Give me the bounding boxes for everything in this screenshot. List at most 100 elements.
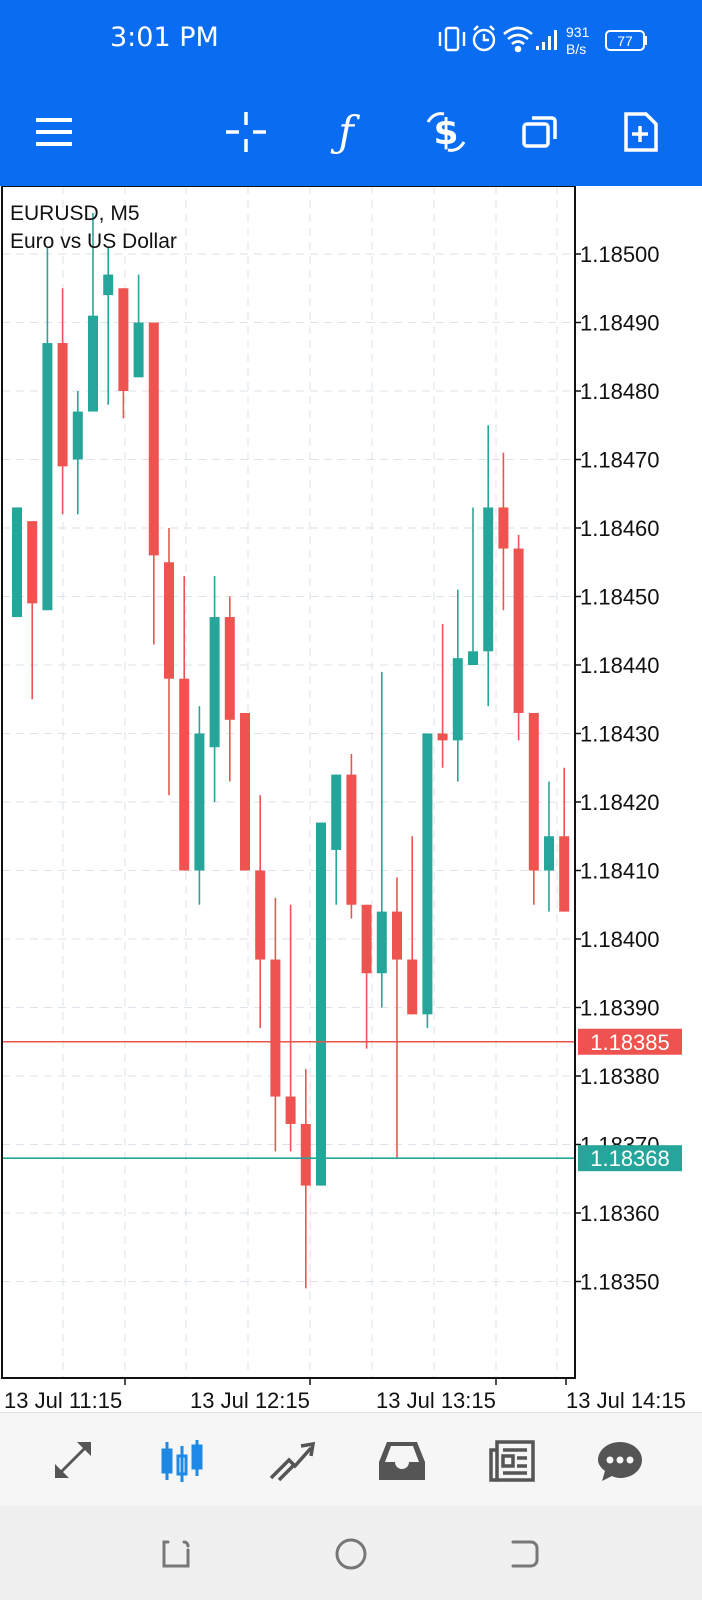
ask-price-badge — [578, 1145, 682, 1172]
price-tick-label: 1.18500 — [580, 242, 660, 267]
candle — [300, 1069, 311, 1289]
candle-body — [270, 959, 281, 1097]
candle-body — [27, 521, 38, 604]
candle-body — [224, 617, 235, 720]
candle-body — [331, 774, 342, 850]
messages-icon — [598, 1442, 642, 1481]
time-tick-label: 13 Jul 12:15 — [190, 1388, 310, 1412]
candle — [437, 623, 448, 768]
nav-news[interactable] — [482, 1431, 542, 1491]
windows-button[interactable] — [510, 102, 570, 162]
bottom-nav — [0, 1412, 702, 1506]
candle-body — [544, 836, 554, 871]
candle-body — [361, 904, 372, 974]
candle-body — [376, 911, 387, 974]
menu-button[interactable] — [24, 102, 84, 162]
candle — [285, 904, 296, 1152]
candle — [209, 575, 220, 802]
home-button[interactable] — [329, 1532, 373, 1576]
candle — [468, 507, 478, 665]
history-icon — [379, 1442, 425, 1480]
candle-body — [468, 651, 478, 665]
crosshair-button[interactable] — [216, 102, 276, 162]
candlestick-chart[interactable]: 1.18500 1.18490 1.18480 1.18470 1.18460 1.184… — [0, 186, 702, 1412]
candle — [148, 322, 159, 645]
vibrate-icon — [438, 26, 466, 52]
back-icon — [511, 1540, 539, 1568]
indicators-icon: ƒ — [330, 110, 360, 154]
recents-icon — [162, 1540, 190, 1568]
candle-body — [498, 507, 509, 549]
candle-body — [285, 1096, 296, 1124]
new-order-button[interactable] — [610, 102, 670, 162]
candle-body — [118, 288, 129, 391]
candle — [88, 212, 98, 412]
candle-body — [103, 274, 114, 296]
candle-body — [452, 658, 463, 741]
time-tick-label: 13 Jul 14:15 — [566, 1388, 686, 1412]
trade-button[interactable]: $ — [416, 102, 476, 162]
candle-body — [133, 322, 144, 378]
candle-body — [528, 712, 539, 871]
battery-icon: 77 — [605, 30, 647, 51]
candle-body — [483, 507, 494, 652]
chart-area[interactable]: 1.18500 1.18490 1.18480 1.18470 1.18460 1.184… — [0, 186, 702, 1412]
price-tick-label: 1.18440 — [580, 653, 660, 678]
chart-frame — [1, 186, 576, 1379]
symbol-title: EURUSD, M5 Euro vs US Dollar — [10, 200, 177, 256]
candle — [42, 247, 53, 611]
candle-body — [559, 836, 570, 912]
candle — [27, 521, 38, 700]
candle-body — [72, 411, 83, 460]
trade-icon: $ — [426, 112, 466, 153]
price-axis: 1.18500 1.18490 1.18480 1.18470 1.18460 1.184… — [575, 242, 682, 1295]
candle-body — [148, 322, 159, 556]
home-icon — [335, 1538, 367, 1570]
candle-body — [407, 959, 418, 1015]
candle — [422, 733, 433, 1029]
candle-body — [164, 562, 174, 679]
status-time: 3:01 PM — [110, 22, 219, 53]
candle-body — [57, 343, 68, 467]
candle — [179, 575, 190, 871]
candle-body — [300, 1123, 311, 1186]
candle — [483, 425, 494, 707]
candle — [240, 712, 250, 871]
nav-chart[interactable] — [152, 1431, 212, 1491]
candle-body — [42, 343, 53, 611]
nav-trade[interactable] — [262, 1431, 322, 1491]
candle — [544, 781, 554, 912]
status-bar: 3:01 PM 931 B/s 77 — [0, 0, 702, 80]
candle-body — [194, 733, 205, 871]
candle — [224, 596, 235, 782]
windows-icon — [522, 116, 557, 148]
candle — [270, 897, 281, 1152]
recents-button[interactable] — [154, 1532, 198, 1576]
price-tick-label: 1.18460 — [580, 516, 660, 541]
symbol-timeframe: EURUSD, M5 — [10, 202, 140, 225]
candle — [118, 288, 129, 419]
back-button[interactable] — [503, 1532, 547, 1576]
price-tick-label: 1.18360 — [580, 1201, 660, 1226]
candle-body — [255, 870, 266, 960]
candle-body — [179, 678, 190, 871]
menu-icon — [36, 118, 72, 146]
net-speed-unit: B/s — [566, 41, 586, 57]
indicators-button[interactable]: ƒ — [316, 102, 376, 162]
nav-quotes[interactable] — [42, 1431, 102, 1491]
wifi-icon — [503, 26, 533, 53]
candle — [255, 795, 266, 1029]
new-order-icon — [624, 112, 658, 152]
nav-messages[interactable] — [590, 1431, 650, 1491]
svg-text:$: $ — [433, 112, 458, 153]
candle — [361, 904, 372, 1049]
price-tick-label: 1.18350 — [580, 1270, 660, 1295]
candle-body — [513, 548, 524, 713]
bid-price-label: 1.18385 — [590, 1030, 670, 1055]
net-speed-value: 931 — [566, 24, 590, 40]
nav-history[interactable] — [372, 1431, 432, 1491]
symbol-description: Euro vs US Dollar — [10, 230, 177, 253]
candle — [498, 452, 509, 611]
time-tick-label: 13 Jul 11:15 — [4, 1388, 122, 1412]
candle — [346, 754, 357, 919]
